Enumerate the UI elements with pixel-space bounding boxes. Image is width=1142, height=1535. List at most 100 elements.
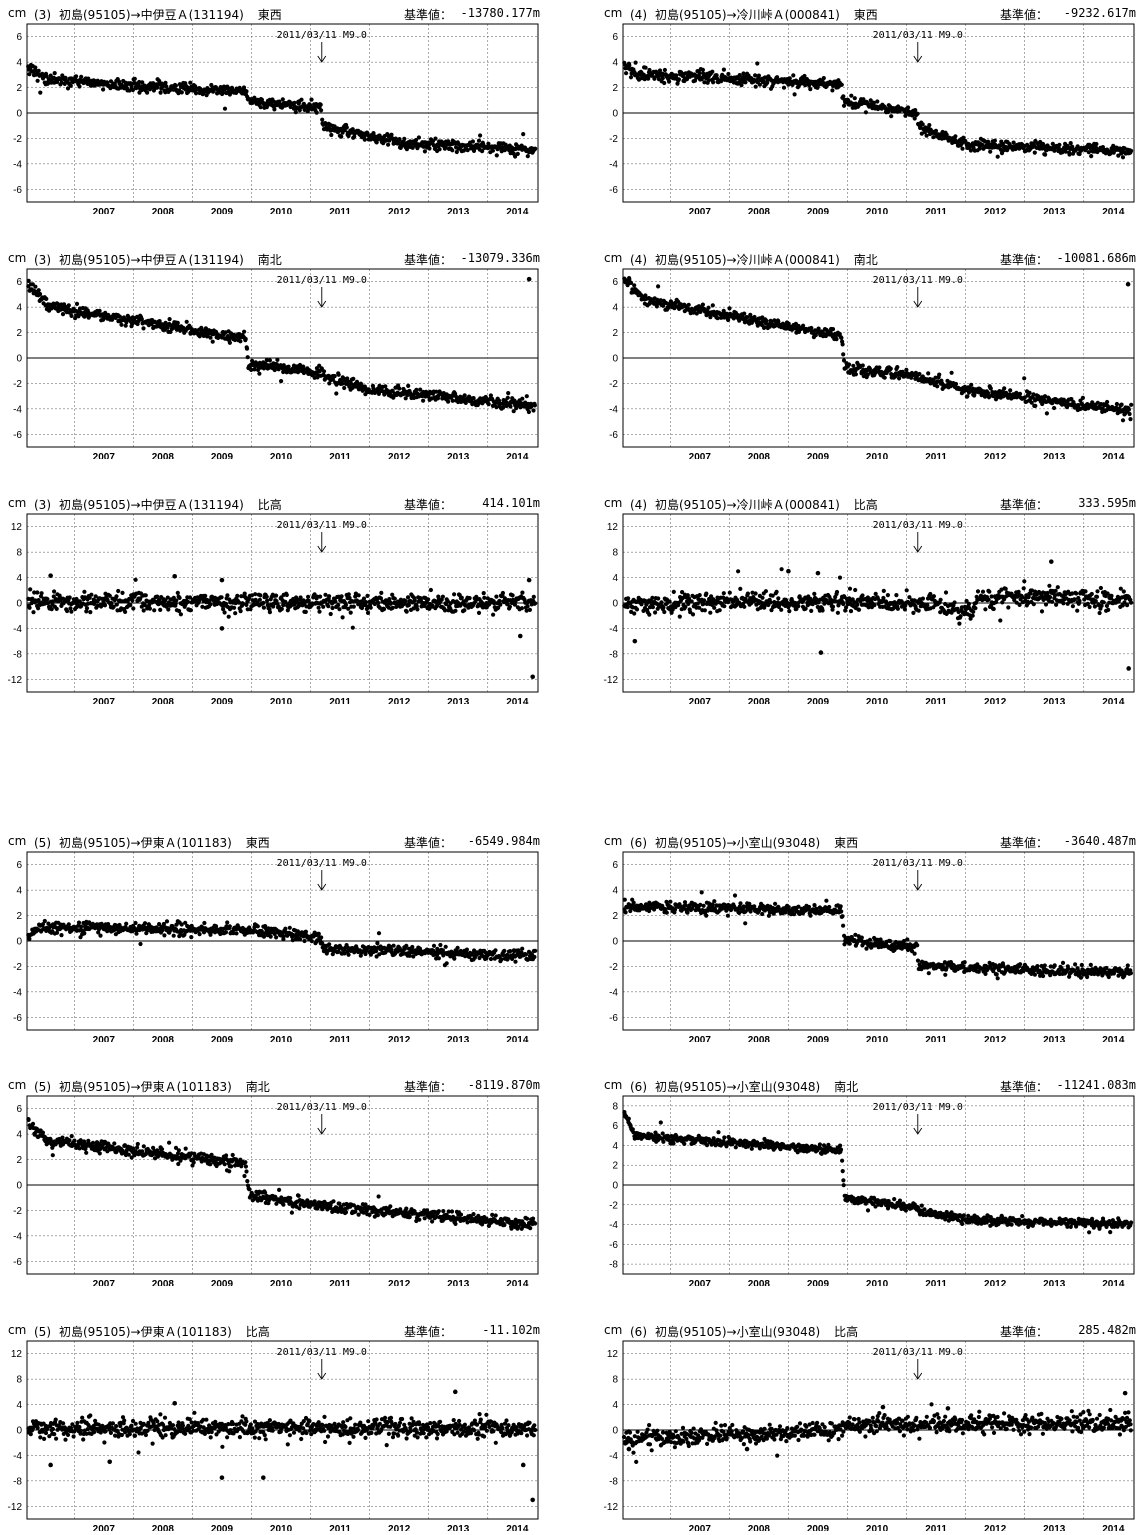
series-number: (3) — [34, 253, 51, 267]
data-point — [834, 589, 840, 595]
data-point — [1095, 400, 1100, 405]
data-point — [931, 594, 936, 599]
data-point — [1129, 600, 1134, 605]
data-point — [155, 594, 160, 599]
data-point — [463, 603, 468, 608]
data-point — [1095, 589, 1100, 594]
outlier-point — [815, 570, 821, 576]
data-point — [653, 610, 658, 615]
data-point — [880, 599, 885, 604]
chart-title: (5) 初島(95105)→伊東Ａ(101183) 東西 — [34, 834, 270, 851]
chart-header: cm (3) 初島(95105)→中伊豆Ａ(131194) 南北 基準値： -13079.… — [0, 249, 540, 267]
data-point — [753, 84, 758, 89]
data-point — [368, 137, 373, 142]
data-point — [381, 607, 387, 612]
data-point — [865, 372, 870, 377]
data-point — [521, 132, 526, 137]
data-point — [757, 82, 762, 87]
data-point — [683, 604, 688, 609]
data-point — [533, 146, 538, 151]
baseline-value: 414.101m — [482, 496, 540, 510]
data-point — [298, 595, 303, 600]
data-point — [938, 597, 943, 602]
data-point — [871, 100, 876, 105]
y-tick-label: 8 — [612, 548, 618, 559]
data-point — [142, 603, 147, 608]
x-tick-label: 2013 — [1043, 452, 1066, 459]
data-point — [626, 596, 631, 601]
data-point — [920, 122, 925, 127]
data-point — [383, 384, 388, 389]
data-point — [1039, 609, 1045, 614]
data-point — [309, 97, 314, 102]
data-point — [763, 589, 768, 594]
data-point — [1122, 600, 1127, 605]
data-point — [917, 371, 922, 377]
data-point — [873, 591, 878, 596]
component-label: 南北 — [257, 253, 282, 267]
data-point — [84, 606, 90, 611]
data-point — [830, 604, 836, 609]
data-point — [258, 105, 263, 110]
data-point — [187, 595, 193, 600]
data-point — [208, 335, 213, 340]
data-point — [1012, 597, 1017, 603]
data-point — [173, 83, 178, 88]
data-point — [87, 595, 92, 600]
data-point — [662, 80, 667, 86]
data-point — [849, 93, 854, 98]
data-point — [1099, 603, 1104, 608]
event-annotation: 2011/03/11 M9.0 — [873, 275, 963, 286]
data-point — [120, 590, 125, 595]
data-point — [470, 139, 475, 144]
outlier-point — [526, 577, 532, 583]
data-point — [396, 141, 401, 146]
data-point — [834, 337, 839, 342]
x-tick-label: 2014 — [506, 452, 529, 459]
data-point — [1083, 589, 1088, 594]
data-point — [36, 598, 41, 603]
data-point — [1074, 591, 1079, 596]
data-point — [808, 87, 813, 92]
data-point — [390, 605, 395, 610]
data-point — [830, 327, 836, 332]
data-point — [969, 382, 974, 387]
data-point — [768, 600, 773, 605]
data-point — [660, 76, 665, 81]
x-tick-label: 2010 — [866, 697, 889, 704]
data-point — [688, 610, 693, 615]
y-tick-label: 4 — [16, 573, 22, 584]
data-point — [333, 599, 338, 604]
data-point — [334, 391, 339, 396]
series-number: (3) — [34, 8, 51, 22]
data-point — [299, 97, 304, 102]
data-point — [54, 606, 59, 611]
outlier-point — [1125, 281, 1131, 287]
data-point — [67, 595, 72, 600]
data-point — [944, 132, 949, 137]
data-point — [264, 358, 269, 363]
y-tick-label: 6 — [16, 32, 22, 43]
data-point — [346, 606, 351, 611]
data-point — [450, 148, 455, 153]
data-point — [926, 371, 931, 376]
data-point — [885, 593, 890, 598]
data-point — [421, 398, 426, 403]
outlier-point — [48, 573, 53, 578]
data-point — [779, 607, 784, 612]
chart-title: (3) 初島(95105)→中伊豆Ａ(131194) 比高 — [34, 496, 282, 513]
y-tick-label: -4 — [609, 624, 618, 635]
data-point — [279, 606, 284, 612]
y-tick-label: -2 — [13, 379, 22, 390]
series-number: (5) — [34, 836, 51, 850]
outlier-point — [526, 276, 532, 282]
data-point — [163, 598, 168, 603]
data-point — [998, 618, 1003, 623]
data-point — [265, 598, 270, 603]
data-point — [328, 611, 333, 617]
component-label: 東西 — [853, 8, 878, 22]
data-point — [267, 358, 272, 363]
data-point — [963, 607, 969, 612]
data-point — [1070, 604, 1075, 609]
